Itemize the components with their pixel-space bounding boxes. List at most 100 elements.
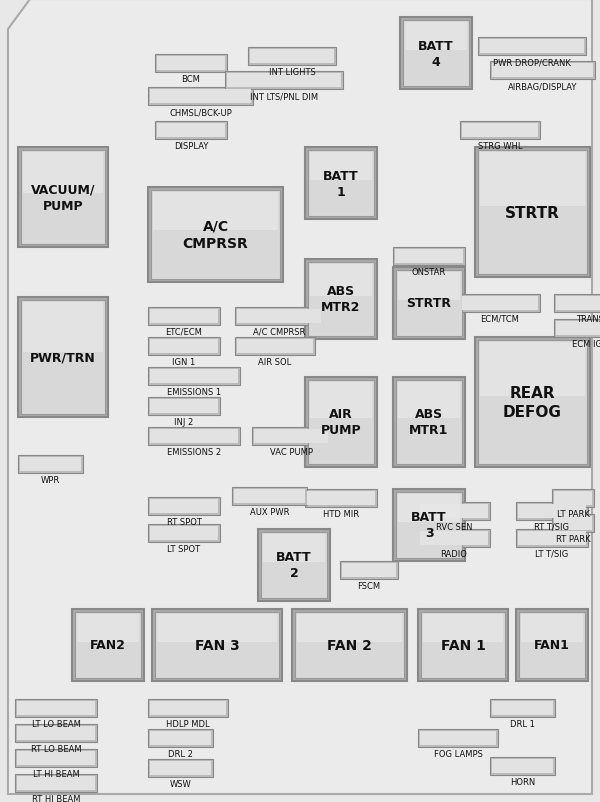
FancyBboxPatch shape xyxy=(460,122,540,140)
FancyBboxPatch shape xyxy=(420,532,488,545)
FancyBboxPatch shape xyxy=(342,563,396,577)
FancyBboxPatch shape xyxy=(15,749,97,767)
FancyBboxPatch shape xyxy=(516,502,588,520)
Text: FAN2: FAN2 xyxy=(90,638,126,652)
Text: ETC/ECM: ETC/ECM xyxy=(166,327,202,337)
FancyBboxPatch shape xyxy=(396,270,462,337)
FancyBboxPatch shape xyxy=(150,731,211,745)
FancyBboxPatch shape xyxy=(405,23,467,51)
FancyBboxPatch shape xyxy=(157,124,225,138)
FancyBboxPatch shape xyxy=(297,614,402,642)
FancyBboxPatch shape xyxy=(250,50,334,64)
Text: LT HI BEAM: LT HI BEAM xyxy=(32,769,79,778)
FancyBboxPatch shape xyxy=(475,148,590,277)
FancyBboxPatch shape xyxy=(305,260,377,339)
Text: RT SPOT: RT SPOT xyxy=(167,517,202,526)
FancyBboxPatch shape xyxy=(418,502,490,520)
FancyBboxPatch shape xyxy=(252,427,330,445)
FancyBboxPatch shape xyxy=(490,757,555,775)
FancyBboxPatch shape xyxy=(232,488,307,505)
FancyBboxPatch shape xyxy=(150,339,218,354)
Text: DISPLAY: DISPLAY xyxy=(174,142,208,151)
FancyBboxPatch shape xyxy=(292,610,407,681)
FancyBboxPatch shape xyxy=(261,533,327,598)
Text: HTD MIR: HTD MIR xyxy=(323,509,359,518)
FancyBboxPatch shape xyxy=(15,774,97,792)
FancyBboxPatch shape xyxy=(295,612,404,678)
FancyBboxPatch shape xyxy=(75,612,141,678)
FancyBboxPatch shape xyxy=(480,342,585,396)
FancyBboxPatch shape xyxy=(490,62,595,80)
Text: TRANS: TRANS xyxy=(576,314,600,323)
FancyBboxPatch shape xyxy=(148,759,213,777)
FancyBboxPatch shape xyxy=(396,492,462,558)
FancyBboxPatch shape xyxy=(398,383,460,419)
FancyBboxPatch shape xyxy=(150,399,218,414)
Text: FAN1: FAN1 xyxy=(534,638,570,652)
Text: INT LTS/PNL DIM: INT LTS/PNL DIM xyxy=(250,92,318,101)
FancyBboxPatch shape xyxy=(554,492,592,505)
FancyBboxPatch shape xyxy=(153,192,278,231)
Text: CHMSL/BCK-UP: CHMSL/BCK-UP xyxy=(169,107,232,117)
FancyBboxPatch shape xyxy=(393,248,465,265)
Text: WPR: WPR xyxy=(41,476,60,484)
FancyBboxPatch shape xyxy=(521,614,583,642)
FancyBboxPatch shape xyxy=(20,457,81,472)
FancyBboxPatch shape xyxy=(421,612,505,678)
FancyBboxPatch shape xyxy=(148,308,220,326)
FancyBboxPatch shape xyxy=(308,263,374,337)
FancyBboxPatch shape xyxy=(420,504,488,518)
FancyBboxPatch shape xyxy=(18,298,108,418)
Text: PWR/TRN: PWR/TRN xyxy=(30,351,96,364)
Text: HORN: HORN xyxy=(510,777,535,786)
FancyBboxPatch shape xyxy=(518,532,586,545)
Text: A/C
CMPRSR: A/C CMPRSR xyxy=(182,220,248,251)
FancyBboxPatch shape xyxy=(308,380,374,464)
FancyBboxPatch shape xyxy=(17,776,95,790)
FancyBboxPatch shape xyxy=(150,701,226,715)
Text: LT T/SIG: LT T/SIG xyxy=(535,549,569,558)
Text: INT LIGHTS: INT LIGHTS xyxy=(269,68,316,77)
FancyBboxPatch shape xyxy=(310,153,372,180)
FancyBboxPatch shape xyxy=(423,614,503,642)
FancyBboxPatch shape xyxy=(155,122,227,140)
Text: ECM IGN: ECM IGN xyxy=(572,339,600,349)
FancyBboxPatch shape xyxy=(398,273,460,301)
Text: WSW: WSW xyxy=(170,779,191,788)
FancyBboxPatch shape xyxy=(148,367,240,386)
FancyBboxPatch shape xyxy=(77,614,139,642)
FancyBboxPatch shape xyxy=(418,610,508,681)
Text: VAC PUMP: VAC PUMP xyxy=(269,448,313,456)
FancyBboxPatch shape xyxy=(554,320,600,338)
FancyBboxPatch shape xyxy=(151,191,280,280)
FancyBboxPatch shape xyxy=(478,38,586,56)
Text: AIR SOL: AIR SOL xyxy=(259,358,292,367)
FancyBboxPatch shape xyxy=(148,398,220,415)
FancyBboxPatch shape xyxy=(15,699,97,717)
Text: AUX PWR: AUX PWR xyxy=(250,508,289,516)
FancyBboxPatch shape xyxy=(148,338,220,355)
FancyBboxPatch shape xyxy=(400,18,472,90)
FancyBboxPatch shape xyxy=(393,489,465,561)
Text: EMISSIONS 2: EMISSIONS 2 xyxy=(167,448,221,456)
FancyBboxPatch shape xyxy=(227,74,341,88)
FancyBboxPatch shape xyxy=(403,21,469,87)
FancyBboxPatch shape xyxy=(15,724,97,742)
FancyBboxPatch shape xyxy=(237,339,313,354)
Text: BATT
3: BATT 3 xyxy=(411,511,447,540)
Text: FAN 1: FAN 1 xyxy=(440,638,485,652)
Text: ONSTAR: ONSTAR xyxy=(412,268,446,277)
FancyBboxPatch shape xyxy=(308,151,374,217)
Text: FAN 3: FAN 3 xyxy=(194,638,239,652)
Text: BCM: BCM xyxy=(182,75,200,84)
Text: INJ 2: INJ 2 xyxy=(175,418,194,427)
FancyBboxPatch shape xyxy=(475,338,590,468)
Text: DRL 2: DRL 2 xyxy=(168,749,193,758)
FancyBboxPatch shape xyxy=(516,610,588,681)
Text: FSCM: FSCM xyxy=(358,581,380,590)
Text: LT LO BEAM: LT LO BEAM xyxy=(32,719,80,728)
FancyBboxPatch shape xyxy=(157,614,277,642)
FancyBboxPatch shape xyxy=(518,504,586,518)
FancyBboxPatch shape xyxy=(23,153,103,193)
FancyBboxPatch shape xyxy=(516,529,588,547)
